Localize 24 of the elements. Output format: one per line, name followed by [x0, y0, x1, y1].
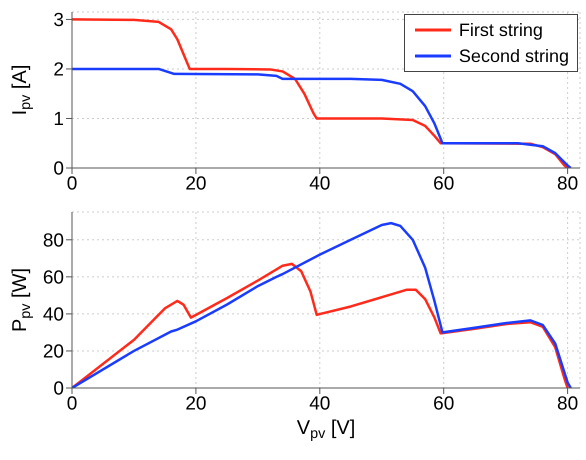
legend-label: First string [458, 19, 543, 42]
y-tick-label: 60 [42, 268, 64, 289]
x-tick-label: 80 [557, 173, 578, 194]
x-tick-label: 40 [309, 173, 330, 194]
line-series [72, 222, 572, 388]
x-tick-label: 80 [557, 393, 578, 414]
legend-label: Second string [458, 45, 569, 68]
x-tick-label: 60 [433, 173, 454, 194]
y-tick-label: 3 [53, 10, 64, 32]
x-axis-title: V$_{pv}$ [V] [296, 417, 356, 442]
y-tick-label: 0 [53, 158, 64, 180]
x-tick-label: 20 [185, 393, 206, 414]
x-tick-label: 0 [66, 173, 78, 194]
y-tick-label: 0 [53, 378, 64, 400]
y-tick-label: 80 [42, 230, 64, 252]
x-tick-label: 0 [66, 393, 78, 414]
x-tick-label: 40 [309, 393, 330, 414]
y-tick-label: 2 [53, 60, 64, 81]
y-tick-label: 40 [42, 304, 64, 326]
x-tick-label: 60 [433, 393, 454, 414]
line-series [72, 68, 572, 168]
y-tick-label: 1 [53, 109, 64, 130]
x-tick-label: 20 [185, 173, 206, 194]
y-tick-label: 20 [42, 342, 64, 363]
